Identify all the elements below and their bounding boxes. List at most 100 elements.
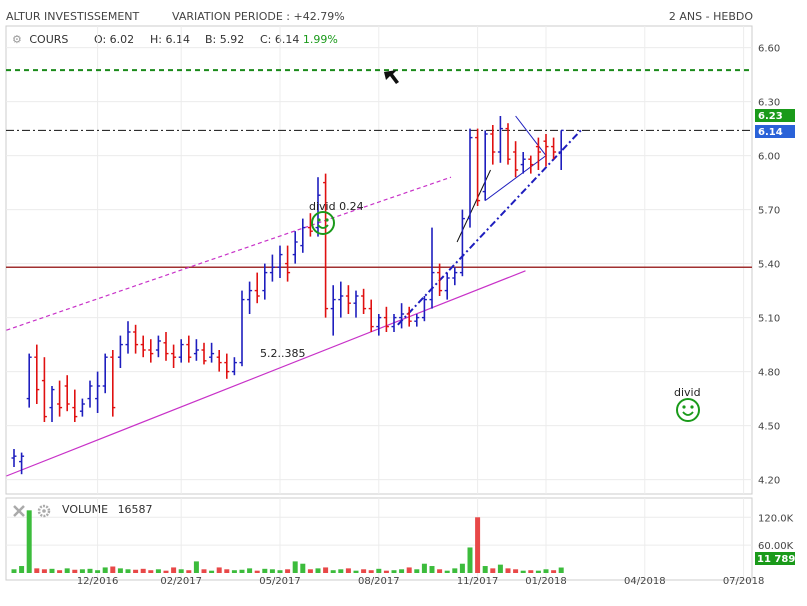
- ohlc-bar[interactable]: [216, 350, 222, 372]
- ohlc-bar[interactable]: [307, 213, 313, 237]
- volume-bar[interactable]: [513, 569, 519, 573]
- volume-bar[interactable]: [155, 569, 161, 573]
- ohlc-bar[interactable]: [429, 227, 435, 309]
- volume-bar[interactable]: [224, 569, 230, 573]
- ohlc-bar[interactable]: [117, 335, 123, 368]
- volume-bar[interactable]: [102, 567, 108, 573]
- volume-bar[interactable]: [300, 563, 306, 573]
- ohlc-bar[interactable]: [459, 209, 465, 277]
- volume-bar[interactable]: [376, 568, 382, 573]
- ohlc-bar[interactable]: [391, 314, 397, 332]
- gear-icon[interactable]: [37, 504, 51, 518]
- ohlc-bar[interactable]: [315, 177, 321, 237]
- volume-bar[interactable]: [148, 570, 154, 573]
- ohlc-bar[interactable]: [528, 155, 534, 174]
- volume-bar[interactable]: [178, 569, 184, 573]
- volume-bar[interactable]: [193, 561, 199, 573]
- volume-bar[interactable]: [528, 570, 534, 573]
- volume-bar[interactable]: [277, 570, 283, 573]
- volume-bar[interactable]: [475, 517, 481, 573]
- volume-bar[interactable]: [452, 568, 458, 573]
- ohlc-bar[interactable]: [34, 344, 40, 404]
- ohlc-bar[interactable]: [148, 339, 154, 363]
- volume-bar[interactable]: [95, 570, 101, 573]
- volume-bar[interactable]: [34, 568, 40, 573]
- ohlc-bar[interactable]: [345, 285, 351, 314]
- ohlc-bar[interactable]: [254, 272, 260, 304]
- ohlc-bar[interactable]: [19, 452, 25, 475]
- volume-bar[interactable]: [254, 570, 260, 573]
- volume-bar[interactable]: [201, 569, 207, 573]
- volume-bar[interactable]: [79, 569, 85, 573]
- ohlc-bar[interactable]: [262, 263, 268, 300]
- ohlc-bar[interactable]: [497, 116, 503, 163]
- ohlc-bar[interactable]: [26, 353, 32, 408]
- ohlc-bar[interactable]: [558, 129, 564, 170]
- volume-bar[interactable]: [459, 563, 465, 573]
- ohlc-bar[interactable]: [338, 281, 344, 318]
- ohlc-bar[interactable]: [414, 314, 420, 327]
- volume-bar[interactable]: [345, 568, 351, 573]
- ohlc-bar[interactable]: [513, 141, 519, 178]
- volume-bar[interactable]: [383, 570, 389, 573]
- volume-bar[interactable]: [467, 547, 473, 573]
- volume-bar[interactable]: [117, 568, 123, 573]
- volume-bar[interactable]: [49, 568, 55, 573]
- ohlc-bar[interactable]: [490, 125, 496, 165]
- ohlc-bar[interactable]: [79, 398, 85, 417]
- ohlc-bar[interactable]: [399, 303, 405, 329]
- ohlc-bar[interactable]: [57, 380, 63, 417]
- ohlc-bar[interactable]: [171, 344, 177, 368]
- ohlc-bar[interactable]: [140, 335, 146, 358]
- ohlc-bar[interactable]: [520, 152, 526, 174]
- ohlc-bar[interactable]: [361, 288, 367, 314]
- volume-bar[interactable]: [558, 567, 564, 573]
- ohlc-bar[interactable]: [444, 272, 450, 300]
- ohlc-bar[interactable]: [231, 357, 237, 376]
- ohlc-bar[interactable]: [193, 339, 199, 361]
- ohlc-bar[interactable]: [209, 342, 215, 363]
- volume-bar[interactable]: [497, 564, 503, 573]
- ohlc-bar[interactable]: [421, 296, 427, 322]
- ohlc-bar[interactable]: [482, 130, 488, 201]
- ohlc-bar[interactable]: [224, 353, 230, 379]
- ohlc-bar[interactable]: [437, 263, 443, 296]
- volume-bar[interactable]: [406, 567, 412, 573]
- ohlc-bar[interactable]: [155, 335, 161, 358]
- ohlc-bar[interactable]: [186, 335, 192, 363]
- volume-bar[interactable]: [285, 569, 291, 573]
- ohlc-bar[interactable]: [110, 350, 116, 417]
- volume-bar[interactable]: [171, 567, 177, 573]
- ohlc-bar[interactable]: [125, 321, 131, 354]
- volume-bar[interactable]: [269, 569, 275, 573]
- volume-bar[interactable]: [64, 568, 70, 573]
- ohlc-bar[interactable]: [178, 339, 184, 363]
- ohlc-bar[interactable]: [64, 375, 70, 412]
- channel-upper-line[interactable]: [6, 176, 452, 331]
- volume-bar[interactable]: [361, 569, 367, 573]
- volume-bar[interactable]: [231, 570, 237, 573]
- volume-bar[interactable]: [72, 569, 78, 573]
- volume-bar[interactable]: [391, 570, 397, 573]
- volume-bar[interactable]: [551, 570, 557, 573]
- ohlc-bar[interactable]: [452, 267, 458, 286]
- volume-bar[interactable]: [520, 570, 526, 573]
- volume-bar[interactable]: [133, 569, 139, 573]
- ohlc-bar[interactable]: [247, 281, 253, 314]
- ohlc-bar[interactable]: [277, 245, 283, 278]
- volume-bar[interactable]: [414, 569, 420, 573]
- volume-bar[interactable]: [57, 570, 63, 573]
- ohlc-bar[interactable]: [467, 128, 473, 228]
- gear-icon[interactable]: ⚙: [12, 33, 22, 46]
- ohlc-bar[interactable]: [353, 290, 359, 318]
- ohlc-bar[interactable]: [300, 218, 306, 253]
- volume-bar[interactable]: [330, 570, 336, 573]
- volume-bar[interactable]: [87, 568, 93, 573]
- ohlc-bar[interactable]: [376, 314, 382, 336]
- volume-bar[interactable]: [11, 569, 17, 573]
- volume-bar[interactable]: [421, 563, 427, 573]
- volume-bar[interactable]: [535, 570, 541, 573]
- ohlc-bar[interactable]: [543, 134, 549, 167]
- triangle-upper-line[interactable]: [515, 115, 547, 156]
